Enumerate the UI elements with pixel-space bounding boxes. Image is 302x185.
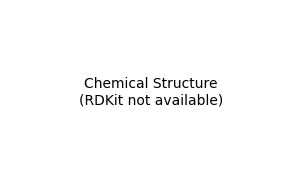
Text: Chemical Structure
(RDKit not available): Chemical Structure (RDKit not available) (79, 77, 223, 108)
